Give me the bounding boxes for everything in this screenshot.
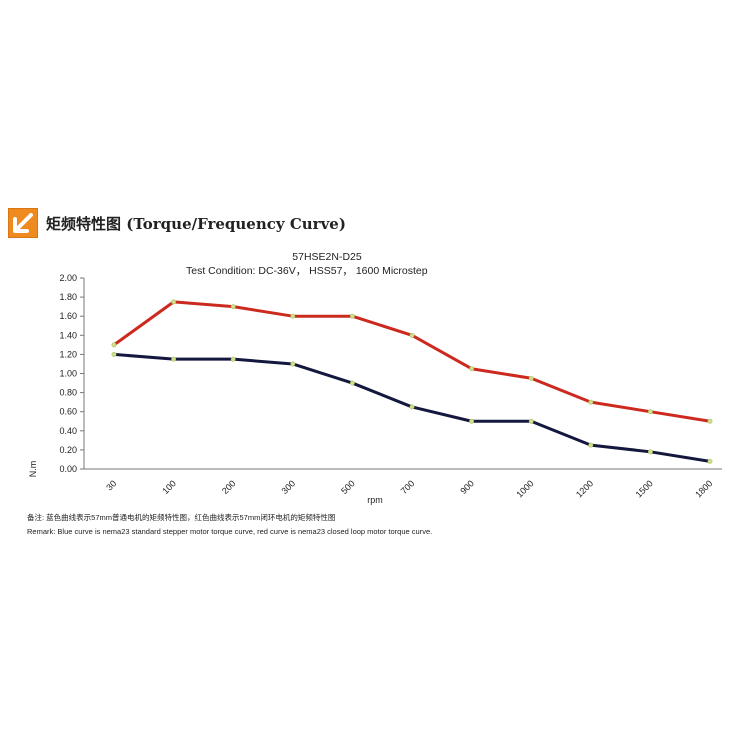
series-layer xyxy=(111,299,713,464)
y-tick-label: 0.00 xyxy=(59,464,77,474)
chart-header: 矩频特性图 (Torque/Frequency Curve) xyxy=(8,206,346,240)
y-tick-label: 0.40 xyxy=(59,426,77,436)
series-point-2 xyxy=(349,380,355,386)
x-tick-label: 300 xyxy=(280,478,298,496)
chart-subtitle: Test Condition: DC-36V， HSS57， 1600 Micr… xyxy=(186,265,428,277)
y-tick-label: 0.60 xyxy=(59,407,77,417)
y-tick-label: 0.20 xyxy=(59,445,77,455)
series-point-2 xyxy=(528,418,534,424)
series-point-2 xyxy=(469,418,475,424)
x-tick-label: 500 xyxy=(339,478,357,496)
series-point-1 xyxy=(588,399,594,405)
series-point-2 xyxy=(111,351,117,357)
series-point-1 xyxy=(469,366,475,372)
chart-header-title: 矩频特性图 (Torque/Frequency Curve) xyxy=(46,214,346,233)
x-tick-label: 1000 xyxy=(514,478,535,499)
series-point-1 xyxy=(647,409,653,415)
remark-english: Remark: Blue curve is nema23 standard st… xyxy=(27,527,433,536)
series-point-2 xyxy=(647,449,653,455)
x-tick-label: 1500 xyxy=(634,478,655,499)
series-point-1 xyxy=(707,418,713,424)
series-point-2 xyxy=(230,356,236,362)
orange-arrow-icon xyxy=(8,208,38,238)
series-point-2 xyxy=(290,361,296,367)
series-point-1 xyxy=(528,375,534,381)
series-point-1 xyxy=(349,313,355,319)
x-tick-label: 200 xyxy=(220,478,238,496)
torque-frequency-chart: 57HSE2N-D25 Test Condition: DC-36V， HSS5… xyxy=(28,251,722,505)
x-axis-title: rpm xyxy=(367,495,383,505)
series-point-2 xyxy=(588,442,594,448)
series-point-2 xyxy=(707,458,713,464)
y-tick-label: 1.00 xyxy=(59,369,77,379)
series-point-1 xyxy=(171,299,177,305)
series-point-2 xyxy=(171,356,177,362)
y-axis-title: N.m xyxy=(28,461,38,478)
series-point-1 xyxy=(111,342,117,348)
x-tick-label: 700 xyxy=(399,478,417,496)
y-tick-label: 1.80 xyxy=(59,292,77,302)
y-tick-label: 1.40 xyxy=(59,330,77,340)
chart-title: 57HSE2N-D25 xyxy=(292,251,362,263)
series-point-2 xyxy=(409,404,415,410)
remark-chinese: 备注: 蓝色曲线表示57mm普通电机的矩频特性图，红色曲线表示57mm闭环电机的… xyxy=(27,513,336,522)
x-axis: 30 100 200 300 500 700 900 1000 1200 1500 1800 xyxy=(84,468,722,500)
x-tick-label: 1200 xyxy=(574,478,595,499)
series-line-1 xyxy=(112,300,712,423)
y-tick-label: 0.80 xyxy=(59,388,77,398)
x-tick-label: 1800 xyxy=(693,478,714,499)
series-point-1 xyxy=(409,332,415,338)
y-tick-label: 2.00 xyxy=(59,273,77,283)
y-axis: 2.00 1.80 1.60 1.40 1.20 1.00 0.80 0.60 0.40 0.20… xyxy=(59,273,85,474)
series-point-1 xyxy=(290,313,296,319)
x-tick-label: 900 xyxy=(458,478,476,496)
x-tick-label: 30 xyxy=(104,478,118,492)
y-tick-label: 1.20 xyxy=(59,349,77,359)
series-point-1 xyxy=(230,304,236,310)
y-tick-label: 1.60 xyxy=(59,311,77,321)
x-tick-label: 100 xyxy=(160,478,178,496)
